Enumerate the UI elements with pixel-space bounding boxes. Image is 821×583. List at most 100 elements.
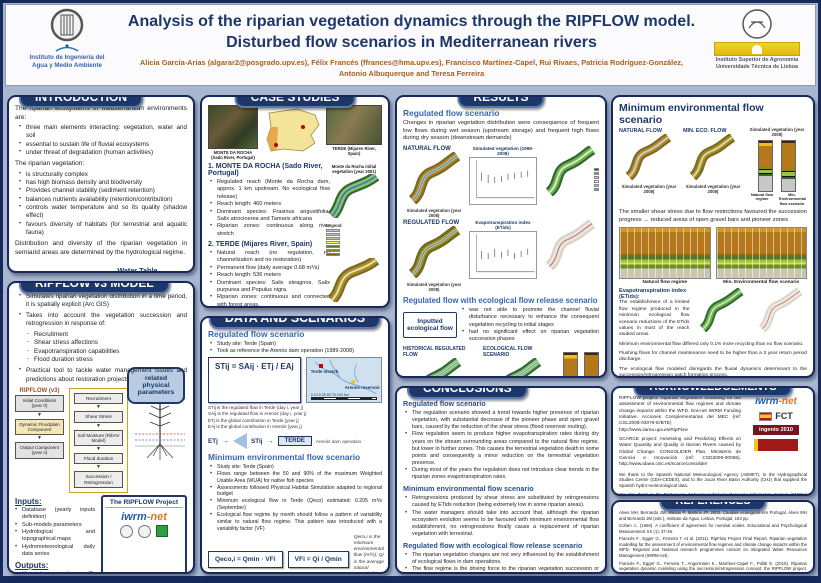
list-item: Evapotranspiration capabilities — [27, 348, 127, 356]
etids-natural-map — [545, 144, 596, 197]
list-item: Study site: Terde (Spain) — [210, 464, 382, 472]
ack-paragraph-4: We also thank to the Portuguese National… — [619, 492, 807, 496]
list-item: Minimum ecological flow in Terde (Qeco) … — [210, 498, 382, 512]
list-item: Provides channel stability (sediment ret… — [19, 187, 187, 195]
right-institution-logo: Instituto Superior de Agronomia Universi… — [704, 8, 810, 84]
model-header: RIPFLOW v3 MODEL — [19, 283, 170, 294]
results-regulated-text: Changes in riparian vegetation distribut… — [403, 120, 599, 142]
fct-logo: FCT — [759, 411, 793, 421]
list-item: Study site: Terde (Spain) — [210, 341, 382, 349]
acknowledgements-panel: ACKNOWLEDGEMENTS RIPFLOW project: Ripari… — [611, 386, 815, 496]
flow-box: Soil Moisture (RibAV Model) — [74, 429, 123, 447]
scale-bar — [310, 397, 377, 401]
river-network-icon — [314, 360, 377, 395]
eco-scenario-label: ECOLOGICAL FLOW SCENARIO — [483, 345, 533, 358]
natural-area-chart — [619, 227, 711, 280]
min-env-findings: Minimum environmental flow differed only… — [619, 341, 807, 378]
legend-chip — [326, 233, 340, 237]
iwrm-net-logo: iwrm-net — [755, 396, 797, 407]
list-item: Reach length: 536 meters — [210, 272, 330, 280]
arrow-down-icon: ▼ — [37, 411, 42, 418]
conclusions-subheading-2: Minimum environmental flow scenario — [403, 484, 534, 494]
conclusions-subheading-3: Regulated flow with ecological flow rele… — [403, 541, 583, 550]
list-item: Flows range between the 50 and 90% of th… — [210, 471, 382, 485]
bar-label: Min. Environmental flow scenario — [779, 191, 807, 206]
terde-arenos-map: Terde stretch Arenós reservoir 0 12.5 25… — [305, 357, 382, 404]
finding-item: The ecological flow modeled disregards t… — [619, 366, 807, 378]
historical-regulated-label: HISTORICAL REGULATED FLOW — [403, 345, 466, 358]
legend-chip — [594, 188, 599, 191]
chart-plot-icon — [476, 234, 535, 273]
min-env-panel: Minimum environmental flow scenario NATU… — [611, 95, 815, 378]
case-studies-header: CASE STUDIES — [234, 97, 356, 108]
list-item: Dominant species: Salix eleagnos, Salix … — [210, 280, 330, 295]
etids-title: Evapotranspiration index (ETids): — [619, 288, 687, 301]
chart-title: Evapotranspiration index (ETids) — [475, 220, 531, 231]
acknowledgements-header: ACKNOWLEDGEMENTS — [633, 388, 793, 397]
finding-item: Flushing flows for channel maintenance n… — [619, 351, 807, 363]
dam-operation-diagram: ETj → STij → TERDE Arenós dam operation — [208, 433, 382, 449]
list-item: Riparian zones: continuous and connected… — [210, 294, 330, 306]
model-flowchart: RIPFLOW (v3) Initial Conditions (year 0)… — [15, 387, 187, 493]
map-caption: Simulated vegetation (year 2008) — [406, 207, 462, 218]
partner-seal-icon — [138, 524, 151, 538]
list-item: Natural reach (no regulation, no channel… — [210, 250, 330, 265]
right-institution-name-line1: Instituto Superior de Agronomia — [715, 57, 799, 63]
case-study-1-title: 1. MONTE DA ROCHA (Sado River, Portugal) — [208, 163, 323, 178]
eco-scenario-map — [506, 357, 542, 376]
formula-note: Qeco,i is the minimum environmental flow… — [353, 534, 384, 571]
iwrm-logo-accent: -net — [146, 510, 167, 523]
results-regulated-subheading: Regulated flow scenario — [403, 108, 500, 118]
list-item: The regulation scenario showed a trend t… — [405, 410, 599, 431]
map-label: Terde stretch — [310, 369, 339, 375]
iberian-peninsula-map — [266, 108, 320, 152]
photo-caption: TERDE (Mijares River, Spain) — [332, 146, 376, 157]
poster-title: Analysis of the riparian vegetation dyna… — [124, 12, 699, 54]
introduction-panel: INTRODUCTION The riparian ecosystems in … — [7, 95, 195, 273]
list-item: three main elements interacting: vegetat… — [19, 124, 187, 141]
case-study-images: MONTE DA ROCHA (Sado River, Portugal) TE… — [208, 105, 382, 160]
vf-formula: VFi = Qi / Qmin — [287, 551, 349, 569]
etids-min-eco-map — [700, 288, 744, 333]
list-item: Ecological flow regime by month should f… — [210, 512, 382, 533]
stacked-bar — [584, 351, 599, 376]
historical-regulated-map — [426, 357, 462, 376]
list-item: Shear stress affections — [27, 339, 127, 347]
intro-paragraph-1: The riparian ecosystems in Mediterranean… — [15, 105, 187, 121]
formula-variable-notes: STij is the regulated flow in Terde (day… — [208, 405, 382, 430]
et-label: ETj — [208, 437, 218, 445]
st-label: STij — [250, 437, 263, 445]
case-study-2-title: 2. TERDE (Mijares River, Spain) — [208, 241, 313, 249]
reference-item: Francés F., Egger G., Ferreira T., Anger… — [619, 560, 807, 572]
iwrm-logo-accent: -net — [778, 396, 797, 407]
list-item: essential to sustain life of fluvial eco… — [19, 141, 187, 149]
flowchart-title: RIPFLOW (v3) — [19, 387, 60, 394]
poster-title-line1: Analysis of the riparian vegetation dyna… — [127, 13, 696, 30]
intro-ecosystem-list: three main elements interacting: vegetat… — [19, 124, 187, 157]
chart-title: Simulated vegetation (1999-2008) — [472, 145, 534, 156]
conclusions-header: CONCLUSIONS — [407, 388, 528, 399]
stacked-bar — [563, 351, 578, 376]
legend-chip — [594, 176, 599, 179]
header-band: Instituto de Ingeniería del Agua y Medio… — [5, 4, 816, 86]
list-item: was not able to promote the channel fluv… — [462, 307, 599, 328]
finding-item: Minimum environmental flow differed only… — [619, 341, 804, 347]
list-item: Recruitment — [27, 331, 127, 339]
etids-diff-map — [758, 288, 803, 333]
arrow-down-icon: ▼ — [96, 404, 101, 411]
upv-seal-icon — [50, 8, 84, 42]
authors-line1: Alicia García-Arias (algarar2@posgrado.u… — [139, 58, 684, 67]
data-scenarios-panel: DATA AND SCENARIOS Regulated flow scenar… — [200, 316, 390, 574]
min-env-flow-subheading: Minimum environmental flow scenario — [208, 452, 361, 462]
regulated-flow-subheading: Regulated flow scenario — [208, 329, 305, 339]
right-institution-name-line2: Universidade Técnica de Lisboa — [715, 63, 799, 70]
legend-chip — [594, 168, 599, 171]
area-chart-label: Natural flow regime — [642, 280, 687, 286]
fct-logo-text: FCT — [775, 411, 793, 421]
qeco-formula: Qeco,i = Qmin · VFi — [208, 551, 283, 569]
intro-paragraph-3: Distribution and diversity of the ripari… — [15, 240, 187, 256]
arrow-down-icon: ▼ — [96, 446, 101, 453]
arrow-down-icon: ▼ — [37, 435, 42, 442]
flowchart-core: Recruitment ▼ Shear Stress ▼ Soil Moistu… — [69, 387, 128, 493]
note-line: STij is the regulated flow in Terde (day… — [208, 405, 304, 411]
